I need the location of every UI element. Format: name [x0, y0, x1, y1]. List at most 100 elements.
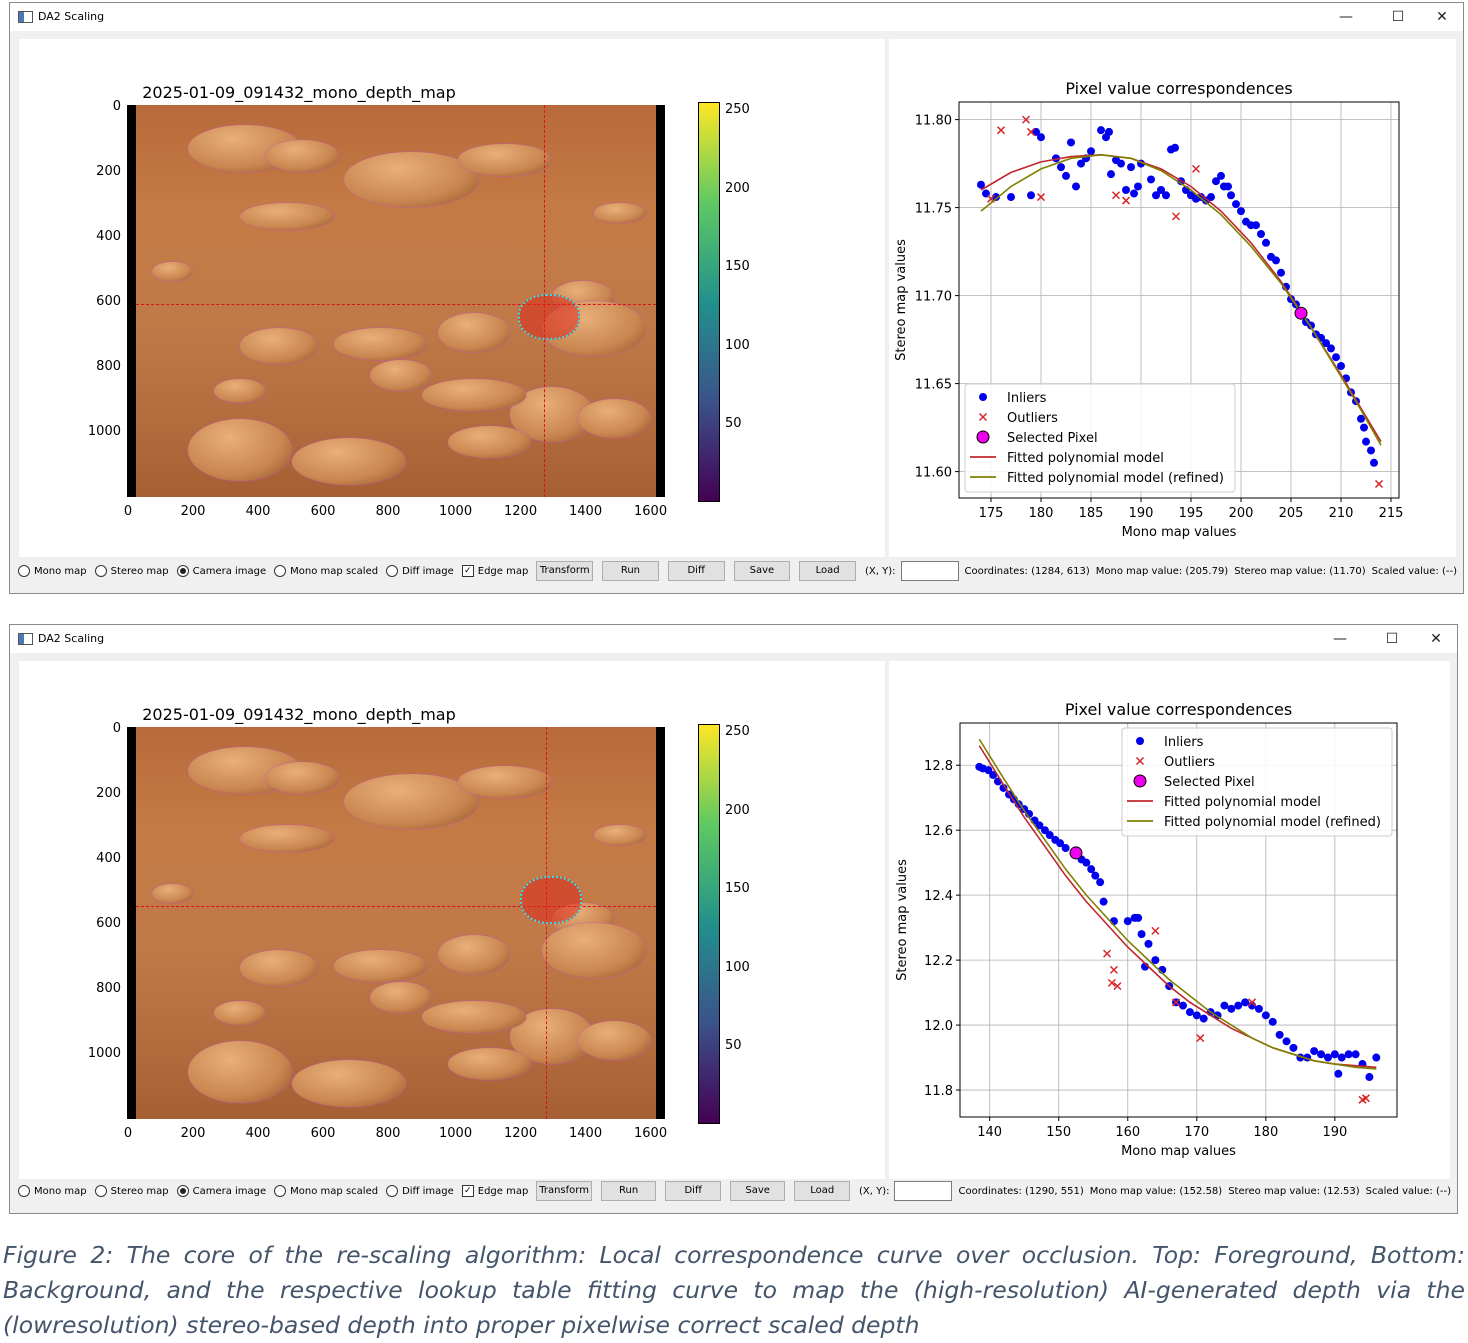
save-button[interactable]: Save	[729, 1181, 786, 1201]
camera-image[interactable]	[127, 105, 665, 497]
maximize-button[interactable]: ☐	[1385, 631, 1399, 647]
save-button[interactable]: Save	[733, 561, 791, 581]
rock	[458, 144, 552, 176]
radio-indicator[interactable]	[18, 1185, 30, 1197]
radio-mono-map-scaled[interactable]: Mono map scaled	[274, 1185, 378, 1197]
status-text: Mono map value: (152.58)	[1089, 1185, 1223, 1197]
transform-button[interactable]: Transform	[536, 1181, 592, 1201]
run-button[interactable]: Run	[600, 1181, 657, 1201]
inlier-point	[1067, 138, 1075, 147]
image-y-tick: 600	[96, 916, 121, 931]
rock	[448, 1048, 532, 1080]
x-tick-label: 175	[979, 506, 1004, 521]
radio-mono-map-scaled[interactable]: Mono map scaled	[274, 565, 378, 577]
radio-diff-image[interactable]: Diff image	[386, 1185, 454, 1197]
outlier-point	[1036, 193, 1046, 202]
legend-label: Fitted polynomial model	[1007, 451, 1164, 466]
radio-indicator[interactable]	[176, 565, 189, 577]
refined-model-line	[980, 153, 1382, 446]
x-tick-label: 170	[1184, 1125, 1209, 1140]
radio-indicator[interactable]	[94, 565, 107, 577]
radio-stereo-map[interactable]: Stereo map	[94, 1185, 169, 1197]
image-x-tick: 1200	[504, 504, 538, 519]
inlier-point	[1232, 200, 1240, 209]
minimize-button[interactable]: —	[1333, 631, 1347, 647]
radio-indicator[interactable]	[176, 1185, 189, 1197]
checkbox-indicator[interactable]: ✓	[461, 1185, 474, 1197]
run-button[interactable]: Run	[602, 561, 659, 581]
inlier-point	[999, 783, 1008, 792]
camera-image[interactable]	[127, 727, 665, 1119]
radio-camera-image[interactable]: Camera image	[176, 1185, 266, 1197]
app-icon	[18, 11, 33, 23]
radio-label: Mono map	[34, 1185, 87, 1197]
diff-button[interactable]: Diff	[667, 561, 725, 581]
radio-mono-map[interactable]: Mono map	[18, 1185, 87, 1197]
radio-diff-image[interactable]: Diff image	[386, 565, 454, 577]
inlier-point	[1217, 171, 1225, 180]
radio-indicator[interactable]	[386, 1185, 399, 1197]
inlier-point	[1082, 858, 1091, 867]
inlier-point	[1157, 186, 1165, 194]
inlier-point	[1178, 1001, 1187, 1010]
legend-inliers-icon	[979, 393, 987, 401]
radio-indicator[interactable]	[274, 1185, 287, 1197]
radio-indicator[interactable]	[94, 1185, 107, 1197]
radio-stereo-map[interactable]: Stereo map	[94, 565, 169, 577]
inlier-point	[1337, 362, 1345, 370]
radio-indicator[interactable]	[274, 565, 287, 577]
checkbox-label: Edge map	[477, 565, 529, 577]
image-x-tick: 400	[245, 1126, 271, 1141]
image-x-tick: 600	[310, 1126, 336, 1141]
selection-region	[520, 876, 583, 925]
checkbox-indicator[interactable]: ✓	[461, 565, 474, 577]
radio-indicator[interactable]	[386, 565, 399, 577]
diff-button[interactable]: Diff	[665, 1181, 721, 1201]
maximize-button[interactable]: ☐	[1391, 9, 1405, 25]
y-tick-label: 11.70	[915, 290, 952, 305]
inlier-point	[1334, 1069, 1343, 1078]
selection-region	[518, 294, 581, 341]
rock	[214, 379, 266, 403]
image-y-tick: 0	[112, 721, 121, 736]
xy-label: (X, Y):	[865, 565, 896, 577]
inlier-point	[1268, 1017, 1277, 1026]
colorbar-tick: 250	[725, 102, 750, 117]
inlier-point	[1045, 831, 1054, 840]
xy-input[interactable]	[900, 561, 959, 581]
inlier-point	[1062, 171, 1070, 180]
checkbox-edge-map[interactable]: ✓ Edge map	[461, 1185, 528, 1197]
inlier-point	[1262, 238, 1270, 247]
close-button[interactable]: ✕	[1430, 631, 1442, 647]
legend-inliers-icon	[1136, 737, 1144, 745]
rock	[151, 883, 194, 904]
xy-input[interactable]	[894, 1181, 953, 1201]
radio-camera-image[interactable]: Camera image	[176, 565, 266, 577]
image-x-tick: 0	[123, 1126, 133, 1141]
status-text: Mono map value: (205.79)	[1095, 565, 1229, 577]
image-x-tick: 1200	[504, 1126, 538, 1141]
inlier-point	[1234, 1001, 1243, 1010]
checkbox-edge-map[interactable]: ✓ Edge map	[461, 565, 529, 577]
load-button[interactable]: Load	[799, 561, 856, 581]
radio-mono-map[interactable]: Mono map	[18, 565, 87, 577]
load-button[interactable]: Load	[794, 1181, 850, 1201]
x-axis-label: Mono map values	[1122, 525, 1237, 540]
inlier-point	[1282, 1037, 1291, 1046]
legend-label: Fitted polynomial model (refined)	[1007, 471, 1224, 486]
x-tick-label: 200	[1229, 506, 1254, 521]
inlier-point	[1207, 193, 1215, 202]
inlier-point	[989, 770, 998, 779]
close-button[interactable]: ✕	[1436, 9, 1448, 25]
inlier-point	[1362, 437, 1370, 446]
plot-area	[958, 101, 1400, 499]
radio-indicator[interactable]	[18, 565, 30, 577]
chart-panel: Pixel value correspondences 175 180 185 190 1…	[889, 39, 1456, 557]
transform-button[interactable]: Transform	[536, 561, 594, 581]
minimize-button[interactable]: —	[1339, 9, 1353, 25]
colorbar-tick: 250	[725, 724, 750, 739]
inlier-point	[1134, 913, 1143, 922]
inlier-point	[1072, 182, 1080, 191]
legend-selected-icon	[976, 430, 990, 444]
toolbar: Mono map Stereo map Camera image Mono map s…	[10, 557, 1463, 585]
